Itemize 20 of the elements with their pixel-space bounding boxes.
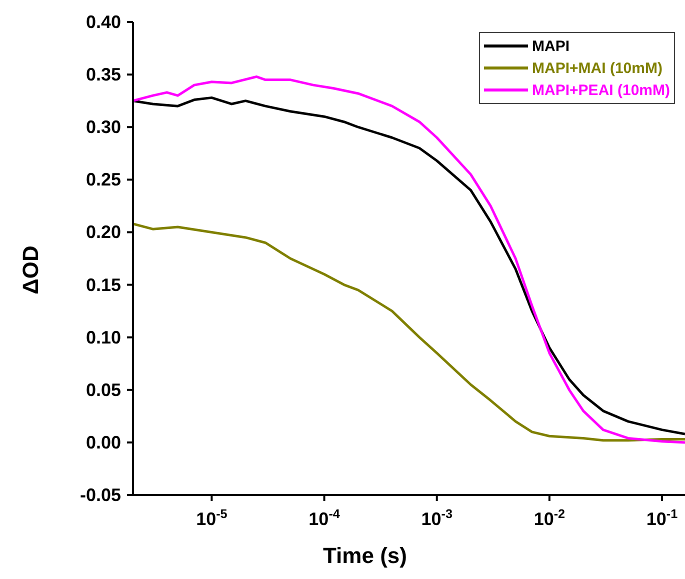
- x-tick-label: 10$^{-3}$: [421, 507, 452, 529]
- x-tick-label: 10$^{-2}$: [534, 507, 566, 529]
- x-tick-label: 10$^{-1}$: [646, 507, 678, 529]
- y-tick-label: -0.05: [80, 485, 121, 505]
- x-axis-title: Time (s): [323, 543, 407, 568]
- legend-label: MAPI: [532, 38, 570, 54]
- y-tick-label: 0.25: [86, 170, 121, 190]
- x-tick-label: 10$^{-5}$: [196, 507, 228, 529]
- y-tick-label: 0.05: [86, 380, 121, 400]
- y-axis-title: ΔOD: [18, 246, 43, 294]
- legend-label: MAPI+PEAI (10mM): [532, 82, 670, 98]
- y-tick-label: 0.00: [86, 432, 121, 452]
- y-tick-label: 0.35: [86, 64, 121, 85]
- x-tick-label: 10$^{-4}$: [308, 507, 340, 529]
- legend-label: MAPI+MAI (10mM): [532, 60, 662, 76]
- y-tick-label: 0.20: [86, 222, 121, 242]
- y-tick-label: 0.30: [86, 117, 121, 138]
- y-tick-label: 0.40: [86, 12, 121, 32]
- y-tick-label: 0.15: [86, 274, 121, 295]
- y-tick-label: 0.10: [86, 327, 121, 348]
